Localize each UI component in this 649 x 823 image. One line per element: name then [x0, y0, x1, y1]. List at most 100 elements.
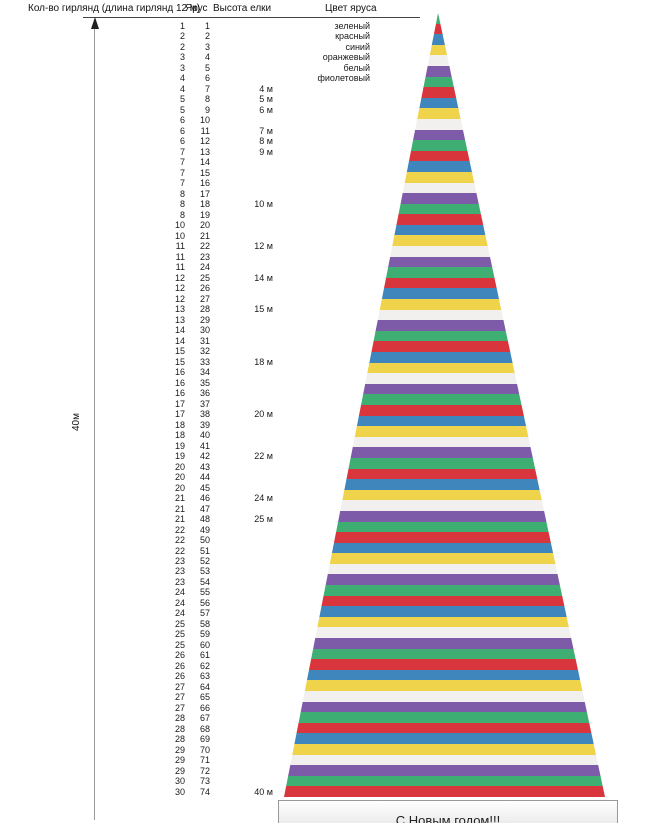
garlands-count: 7: [179, 146, 185, 157]
tree-stripe-tier-53: [284, 563, 605, 575]
tier-number: 64: [199, 681, 210, 692]
tree-height-label: [210, 776, 273, 787]
height-dimension-line: [94, 22, 95, 820]
tier-color-label: [280, 252, 370, 263]
table-row: 7 15: [0, 168, 420, 179]
garlands-count: 21: [174, 514, 185, 525]
table-row: 16 34: [0, 367, 420, 378]
tree-height-label: [210, 294, 273, 305]
tree-stripe-tier-54: [284, 574, 605, 586]
garlands-count: 11: [175, 262, 185, 273]
tier-color-label: [280, 273, 370, 284]
garlands-count: 8: [179, 199, 185, 210]
table-row: 17 38 20 м: [0, 409, 420, 420]
tier-number: 56: [199, 597, 210, 608]
table-row: 4 6 фиолетовый: [0, 73, 420, 84]
table-row: 26 63: [0, 671, 420, 682]
tier-number: 36: [199, 388, 210, 399]
table-row: 24 57: [0, 608, 420, 619]
garlands-count: 2: [179, 41, 185, 52]
column-header-tree-height: Высота елки: [213, 3, 272, 14]
tier-number: 29: [199, 314, 210, 325]
tree-stripe-tier-10: [284, 108, 605, 119]
garlands-count: 12: [174, 283, 185, 294]
table-row: 28 68: [0, 724, 420, 735]
tier-color-label: [280, 378, 370, 389]
tier-number: 4: [204, 52, 210, 63]
tree-stripe-tier-52: [284, 553, 605, 564]
tier-color-label: [280, 315, 370, 326]
garlands-count: 14: [174, 335, 185, 346]
tree-height-label: [210, 504, 273, 515]
tree-height-label: [210, 210, 273, 221]
tier-number: 39: [199, 419, 210, 430]
tier-number: 32: [199, 346, 210, 357]
tree-height-label: [210, 671, 273, 682]
tree-height-label: 4 м: [259, 83, 273, 94]
tier-color-label: [280, 147, 370, 158]
tree-height-label: 7 м: [259, 125, 273, 136]
tree-height-label: [210, 608, 273, 619]
garlands-count: 26: [174, 660, 185, 671]
tier-number: 20: [199, 220, 210, 231]
tree-stripe-tier-6: [284, 65, 605, 77]
tree-height-label: [210, 629, 273, 640]
table-row: 7 14: [0, 157, 420, 168]
tree-height-label: [210, 399, 273, 410]
tree-height-label: 25 м: [254, 514, 273, 525]
tree-stripe-tier-24: [284, 256, 605, 268]
tier-number: 72: [199, 765, 210, 776]
garlands-count: 24: [174, 597, 185, 608]
tier-number: 6: [204, 73, 210, 84]
tier-color-label: [280, 178, 370, 189]
tree-height-label: [210, 73, 273, 84]
tree-stripe-tier-26: [284, 277, 605, 289]
table-row: 7 16: [0, 178, 420, 189]
tier-color-label: [280, 399, 370, 410]
garlands-count: 18: [174, 419, 185, 430]
garlands-count: 22: [174, 524, 185, 535]
tree-stripe-tier-48: [284, 510, 605, 522]
tree-height-label: [210, 650, 273, 661]
table-row: 19 41: [0, 441, 420, 452]
tier-number: 2: [204, 31, 210, 42]
tree-height-label: [210, 703, 273, 714]
tree-stripe-tier-59: [284, 627, 605, 639]
tier-color-label: [280, 105, 370, 116]
greeting-text: С Новым годом!!!: [395, 813, 501, 823]
table-row: 10 21: [0, 231, 420, 242]
tier-color-label: [280, 325, 370, 336]
tier-number: 57: [199, 608, 210, 619]
tree-height-label: [210, 283, 273, 294]
tier-color-label: [280, 357, 370, 368]
table-row: 20 45: [0, 483, 420, 494]
tree-height-label: [210, 745, 273, 756]
table-row: 3 4 оранжевый: [0, 52, 420, 63]
tree-stripe-tier-14: [284, 150, 605, 162]
tier-color-label: [280, 231, 370, 242]
tier-color-label: фиолетовый: [317, 73, 370, 84]
tier-color-label: [280, 168, 370, 179]
tree-stripe-tier-69: [284, 733, 605, 744]
table-row: 12 27: [0, 294, 420, 305]
tier-number: 30: [199, 325, 210, 336]
tree-height-label: [210, 346, 273, 357]
tier-color-label: зеленый: [334, 21, 370, 31]
tier-number: 53: [199, 566, 210, 577]
tier-number: 59: [199, 629, 210, 640]
tree-stripe-tier-64: [284, 680, 605, 691]
tier-number: 47: [199, 503, 210, 514]
tree-stripe-tier-43: [284, 457, 605, 469]
tree-height-label: [210, 724, 273, 735]
tree-height-label: 40 м: [254, 786, 273, 797]
tree-stripe-tier-8: [284, 87, 605, 98]
table-row: 7 13 9 м: [0, 147, 420, 158]
garlands-count: 2: [179, 31, 185, 42]
table-row: 25 59: [0, 629, 420, 640]
table-row: 18 39: [0, 420, 420, 431]
tier-number: 52: [199, 555, 210, 566]
tree-height-label: 24 м: [254, 493, 273, 504]
tree-stripe-tier-13: [284, 140, 605, 151]
table-row: 15 33 18 м: [0, 357, 420, 368]
